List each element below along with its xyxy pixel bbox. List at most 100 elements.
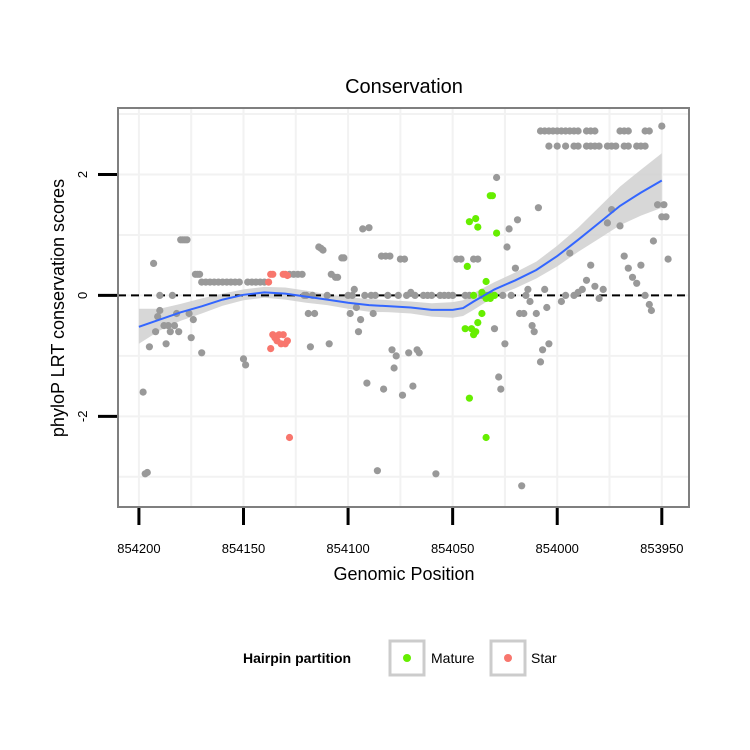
point-other (457, 255, 465, 263)
point-other (143, 468, 151, 477)
point-mature (470, 291, 478, 299)
point-other (168, 291, 176, 299)
point-other (518, 482, 526, 490)
legend-marker-star (504, 654, 512, 662)
point-other (539, 346, 547, 354)
point-other (409, 382, 417, 390)
point-other (390, 364, 398, 372)
point-other (628, 273, 637, 281)
point-other (574, 127, 582, 135)
point-other (641, 291, 649, 299)
point-other (348, 291, 356, 299)
y-tick-label: 2 (75, 171, 90, 178)
x-tick-label: 854200 (117, 541, 160, 556)
point-other (325, 340, 333, 348)
point-other (570, 291, 578, 299)
point-other (624, 142, 632, 150)
x-tick-label: 854000 (536, 541, 579, 556)
point-other (591, 127, 599, 135)
point-other (242, 361, 250, 369)
point-other (365, 224, 373, 232)
point-other (505, 225, 513, 233)
point-other (520, 309, 528, 318)
x-axis: 854200 854150 854100 854050 854000 853950 (117, 508, 684, 556)
y-axis-label: phyloP LRT conservation scores (48, 179, 68, 437)
point-other (183, 236, 191, 244)
point-other (405, 349, 413, 357)
x-tick-label: 854100 (326, 541, 369, 556)
point-other (645, 300, 653, 309)
point-star (283, 337, 291, 345)
point-other (493, 173, 501, 182)
point-other (624, 127, 632, 135)
point-other (587, 261, 595, 269)
point-other (386, 252, 394, 260)
point-other (373, 467, 381, 475)
point-other (150, 259, 158, 267)
point-star (265, 278, 273, 286)
point-other (541, 285, 549, 293)
point-other (384, 291, 392, 299)
point-other (449, 291, 457, 299)
point-other (562, 142, 570, 150)
point-other (398, 391, 407, 399)
point-other (658, 213, 666, 221)
point-other (543, 303, 551, 312)
point-other (359, 225, 367, 233)
point-other (304, 309, 312, 318)
point-star (269, 270, 277, 278)
point-star (283, 271, 291, 280)
point-other (595, 142, 603, 150)
point-other (319, 246, 327, 254)
point-other (620, 252, 628, 260)
point-other (235, 278, 243, 286)
point-other (432, 470, 440, 478)
point-other (198, 349, 206, 357)
point-mature (474, 319, 482, 327)
point-mature (488, 192, 496, 200)
point-other (499, 291, 507, 299)
point-other (501, 340, 509, 348)
point-other (474, 255, 482, 263)
point-other (664, 255, 672, 263)
point-mature (472, 215, 480, 223)
point-other (415, 349, 423, 357)
point-mature (470, 331, 478, 339)
point-other (388, 346, 396, 354)
point-other (497, 385, 505, 393)
point-other (641, 142, 649, 150)
point-other (649, 237, 658, 245)
point-other (361, 291, 369, 299)
point-other (562, 291, 570, 299)
point-other (175, 328, 183, 336)
point-other (357, 316, 365, 324)
point-other (660, 201, 668, 209)
point-other (595, 294, 603, 302)
point-other (156, 291, 164, 299)
x-tick-label: 853950 (640, 541, 683, 556)
point-other (633, 279, 641, 287)
point-other (185, 309, 193, 318)
point-other (532, 309, 540, 318)
point-mature (465, 394, 473, 402)
point-other (354, 328, 363, 336)
legend-label-star: Star (531, 650, 557, 666)
confidence-ribbon-layer (138, 153, 662, 344)
point-other (166, 328, 174, 336)
point-other (566, 249, 574, 257)
point-star (285, 433, 294, 442)
legend-label-mature: Mature (431, 650, 475, 666)
point-other (298, 270, 306, 278)
point-other (352, 303, 360, 312)
point-other (323, 291, 331, 299)
point-other (340, 254, 348, 262)
x-tick-label: 854150 (222, 541, 265, 556)
point-other (311, 309, 319, 318)
point-other (154, 313, 162, 321)
point-other (145, 343, 153, 351)
point-other (557, 297, 566, 306)
point-star (279, 331, 287, 339)
point-other (545, 142, 553, 150)
point-other (371, 291, 379, 299)
point-other (139, 388, 147, 396)
